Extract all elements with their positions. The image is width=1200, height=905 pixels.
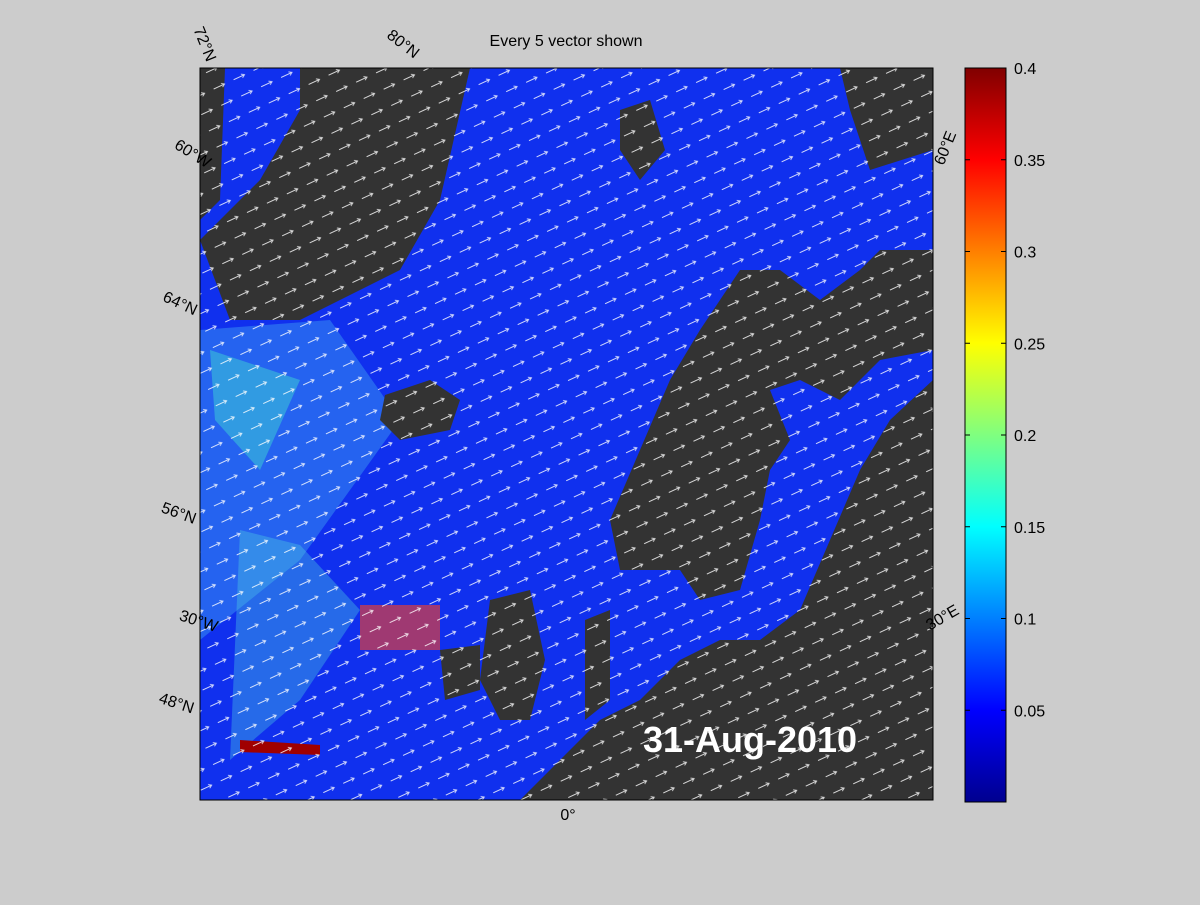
- colorbar: [964, 67, 1007, 803]
- colorbar-tick-label: 0.3: [1014, 245, 1036, 262]
- colorbar-tick-label: 0.2: [1014, 428, 1036, 445]
- map: 31-Aug-2010: [200, 68, 933, 800]
- date-label: 31-Aug-2010: [643, 719, 857, 760]
- graticule-label: 64°N: [160, 289, 200, 320]
- colorbar-tick-label: 0.05: [1014, 703, 1045, 720]
- colorbar-tick-label: 0.25: [1014, 336, 1045, 353]
- graticule-label: 80°N: [383, 27, 422, 62]
- colorbar-tick-label: 0.15: [1014, 520, 1045, 537]
- velocity-vectors: [200, 68, 933, 800]
- graticule-label: 56°N: [159, 500, 198, 528]
- map-frame: [199, 67, 934, 801]
- colorbar-tick-label: 0.35: [1014, 153, 1045, 170]
- graticule-label: 0°: [560, 807, 575, 824]
- colorbar-tick-label: 0.1: [1014, 612, 1036, 629]
- map-title: Every 5 vector shown: [490, 33, 643, 50]
- colorbar-tick-label: 0.4: [1014, 61, 1036, 78]
- graticule-label: 72°N: [190, 25, 219, 65]
- graticule-label: 60°E: [931, 129, 960, 168]
- graticule-label: 48°N: [157, 690, 196, 717]
